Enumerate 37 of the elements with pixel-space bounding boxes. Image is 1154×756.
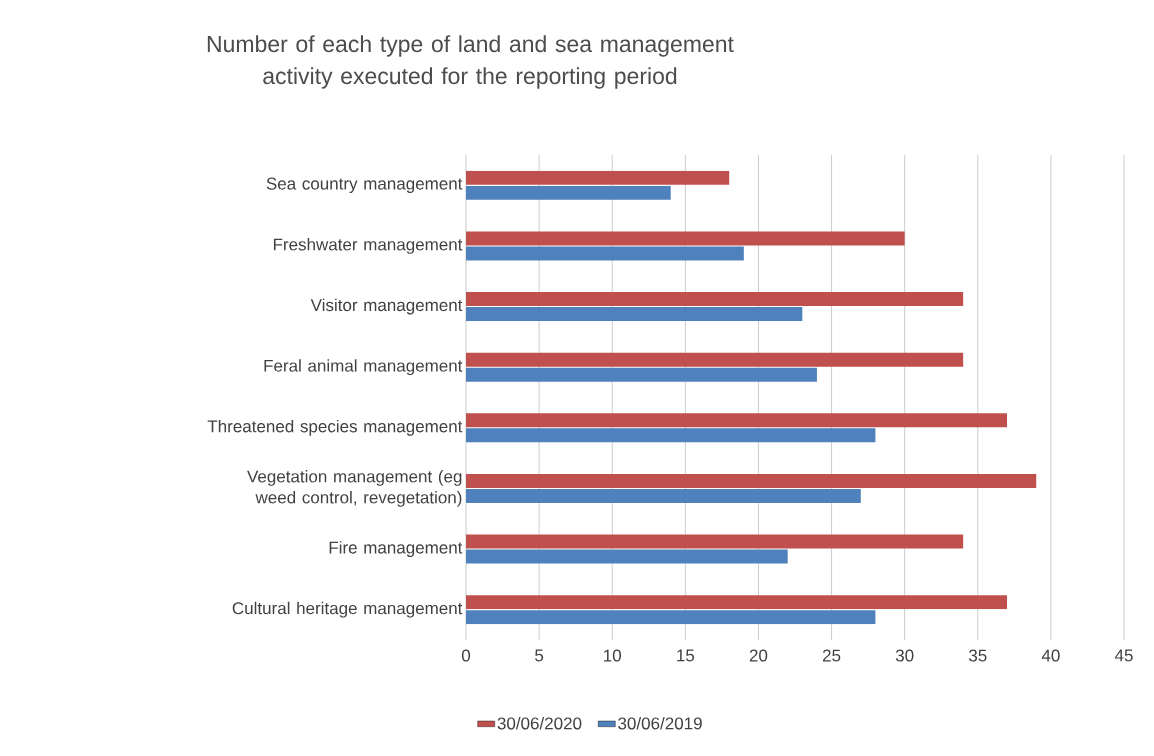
bar: [466, 231, 905, 246]
x-tick-label: 0: [461, 649, 471, 662]
y-tick-label: Visitor management: [310, 298, 463, 315]
chart-title: Number of each type of land and sea management activity executed for the reporting period: [207, 35, 734, 89]
x-tick-label: 45: [1114, 649, 1133, 662]
bar: [466, 534, 964, 549]
x-tick-label: 25: [822, 649, 841, 662]
y-tick-label: Feral animal management: [264, 359, 463, 376]
legend-label: 30/06/2019: [618, 716, 702, 730]
y-tick-label: Fire management: [329, 541, 463, 557]
bar: [466, 488, 861, 503]
y-tick-label: Sea country management: [266, 177, 463, 194]
bar: [466, 307, 803, 322]
x-tick-label: 5: [535, 649, 544, 662]
x-tick-label: 40: [1041, 649, 1060, 662]
y-tick-label: Vegetation management (eg weed control, revegetation): [247, 470, 462, 507]
bar: [466, 413, 1008, 428]
x-tick-label: 30: [895, 649, 914, 662]
y-tick-label: Threatened species management: [207, 419, 463, 436]
bar: [466, 170, 730, 185]
bar: [466, 352, 964, 367]
bar: [466, 367, 817, 382]
bar: [466, 292, 964, 307]
bar: [466, 185, 671, 200]
bar: [466, 428, 876, 443]
bar: [466, 246, 744, 261]
y-tick-label: Freshwater management: [273, 238, 463, 254]
y-tick-label: Cultural heritage management: [232, 601, 463, 618]
bar: [466, 610, 876, 625]
x-tick-label: 10: [604, 649, 622, 662]
bar: [466, 595, 1008, 610]
x-tick-label: 35: [968, 649, 987, 662]
legend-label: 30/06/2020: [497, 716, 582, 730]
x-tick-label: 15: [677, 649, 695, 662]
bar: [466, 473, 1037, 488]
bar: [466, 549, 788, 564]
x-tick-label: 20: [749, 649, 768, 662]
